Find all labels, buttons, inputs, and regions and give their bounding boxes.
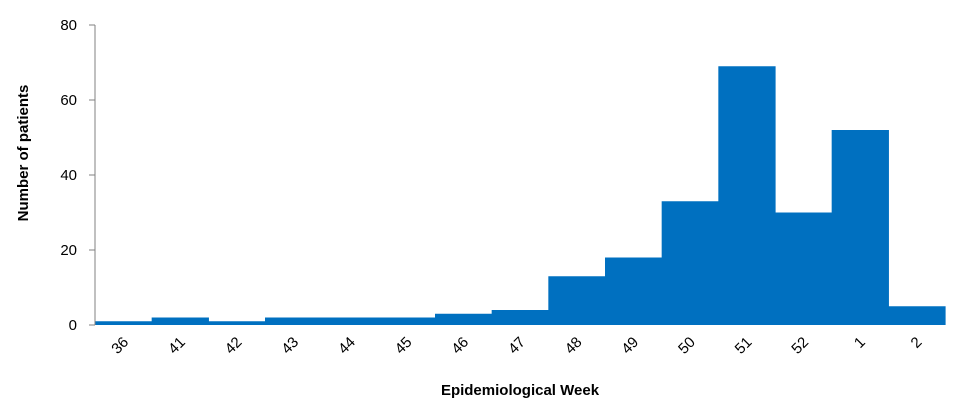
y-tick-label: 60 xyxy=(60,92,77,109)
bar-week-45 xyxy=(378,317,436,325)
x-tick-label-50: 50 xyxy=(675,334,699,358)
bar-week-36 xyxy=(95,321,153,325)
x-tick-label-1: 1 xyxy=(851,334,869,352)
bar-week-49 xyxy=(605,257,663,325)
x-tick-label-43: 43 xyxy=(278,334,302,358)
y-axis-ticks: 0 20 40 60 80 xyxy=(60,17,95,334)
x-tick-label-41: 41 xyxy=(165,334,189,358)
x-tick-label-51: 51 xyxy=(732,334,756,358)
x-tick-label-47: 47 xyxy=(505,334,529,358)
x-tick-label-45: 45 xyxy=(392,334,416,358)
x-tick-label-49: 49 xyxy=(618,334,642,358)
bar-week-1 xyxy=(831,130,889,325)
x-tick-label-44: 44 xyxy=(335,334,359,358)
bar-week-48 xyxy=(548,276,606,325)
bars-group xyxy=(95,66,946,325)
x-axis-title: Epidemiological Week xyxy=(441,382,600,399)
bar-week-44 xyxy=(321,317,379,325)
x-tick-label-52: 52 xyxy=(788,334,812,358)
bar-week-47 xyxy=(491,310,549,325)
x-axis-labels: 36 41 42 43 44 45 46 47 48 49 50 51 52 1 2 xyxy=(108,334,925,358)
y-axis-title: Number of patients xyxy=(15,85,32,222)
x-tick-label-48: 48 xyxy=(562,334,586,358)
bar-week-46 xyxy=(435,313,493,325)
x-tick-label-2: 2 xyxy=(908,334,926,352)
x-tick-label-42: 42 xyxy=(222,334,246,358)
y-tick-label: 20 xyxy=(60,242,77,259)
bar-week-2 xyxy=(888,306,946,325)
bar-week-51 xyxy=(718,66,776,325)
y-tick-label: 40 xyxy=(60,167,77,184)
bar-week-52 xyxy=(775,212,833,325)
bar-week-42 xyxy=(208,321,266,325)
bar-week-41 xyxy=(151,317,209,325)
bar-week-50 xyxy=(661,201,719,325)
bar-week-43 xyxy=(265,317,323,325)
x-tick-label-36: 36 xyxy=(108,334,132,358)
y-tick-label: 0 xyxy=(69,317,77,334)
y-tick-label: 80 xyxy=(60,17,77,34)
x-tick-label-46: 46 xyxy=(448,334,472,358)
